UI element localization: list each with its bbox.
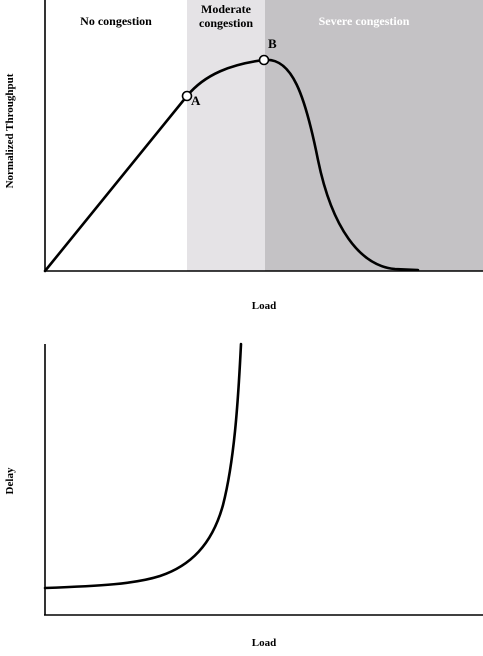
throughput-y-axis-label: Normalized Throughput: [4, 73, 16, 188]
delay-x-axis-label: Load: [252, 637, 276, 649]
moderate-congestion-zone: [187, 0, 265, 271]
severe-congestion-label: Severe congestion: [319, 14, 410, 28]
delay-panel: Load Delay: [4, 342, 483, 649]
point-b-label: B: [268, 36, 277, 51]
moderate-congestion-label-line2: congestion: [199, 16, 253, 30]
point-a-label: A: [191, 93, 201, 108]
delay-y-axis-label: Delay: [4, 467, 16, 494]
point-b-marker: [258, 54, 270, 66]
no-congestion-label: No congestion: [80, 14, 152, 28]
throughput-curve: [43, 58, 420, 273]
moderate-congestion-label-line1: Moderate: [201, 2, 252, 16]
throughput-panel: No congestion Moderate congestion Severe…: [4, 0, 483, 312]
point-a-marker: [181, 90, 193, 102]
severe-congestion-zone: [265, 0, 483, 271]
delay-curve: [43, 342, 243, 590]
throughput-x-axis-label: Load: [252, 300, 276, 312]
